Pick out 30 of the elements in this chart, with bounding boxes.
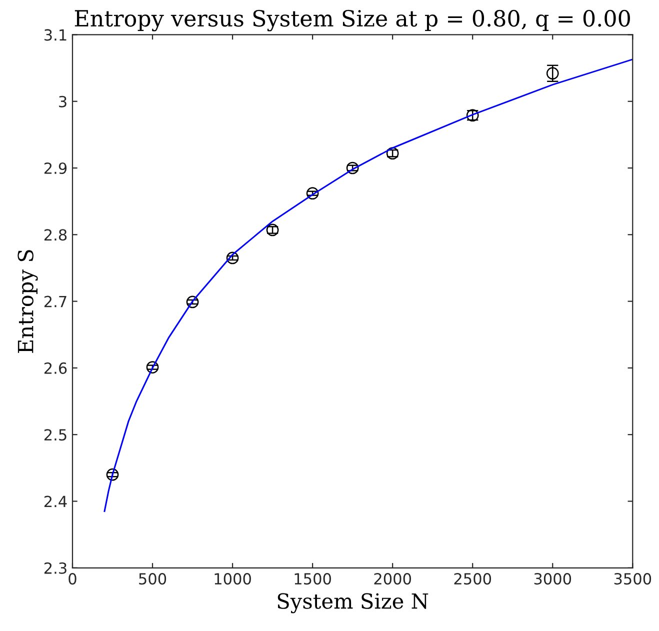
point [106, 468, 119, 481]
x-tick-label: 500 [139, 573, 166, 585]
point [546, 67, 559, 80]
x-tick-label: 3000 [534, 573, 572, 585]
y-tick-label: 2.7 [44, 296, 66, 308]
point [306, 187, 319, 200]
point [386, 147, 399, 160]
x-tick-label: 3500 [614, 573, 652, 585]
y-axis-title: Entropy S [18, 250, 38, 353]
y-tick-label: 3.1 [44, 29, 66, 41]
y-tick-label: 2.9 [44, 162, 67, 174]
point [266, 224, 279, 236]
y-tick-label: 3 [59, 96, 66, 108]
point [226, 252, 239, 264]
x-tick-label: 1500 [294, 573, 331, 585]
x-tick-label: 2000 [374, 573, 411, 585]
point [186, 296, 199, 308]
y-tick-label: 2.4 [44, 496, 67, 508]
line-series [104, 58, 633, 512]
y-tick-label: 2.8 [44, 229, 67, 241]
x-axis-title: System Size N [278, 593, 428, 614]
chart-title: Entropy versus System Size at p = 0.80, q = 0.00 [74, 10, 630, 32]
x-tick-label: 2500 [454, 573, 492, 585]
x-tick-label: 0 [68, 573, 76, 585]
y-tick-label: 2.5 [44, 429, 66, 441]
point [146, 361, 159, 374]
y-tick-label: 2.3 [44, 562, 66, 574]
y-tick-label: 2.6 [44, 362, 67, 374]
point [346, 162, 359, 174]
x-tick-label: 1000 [214, 573, 251, 585]
